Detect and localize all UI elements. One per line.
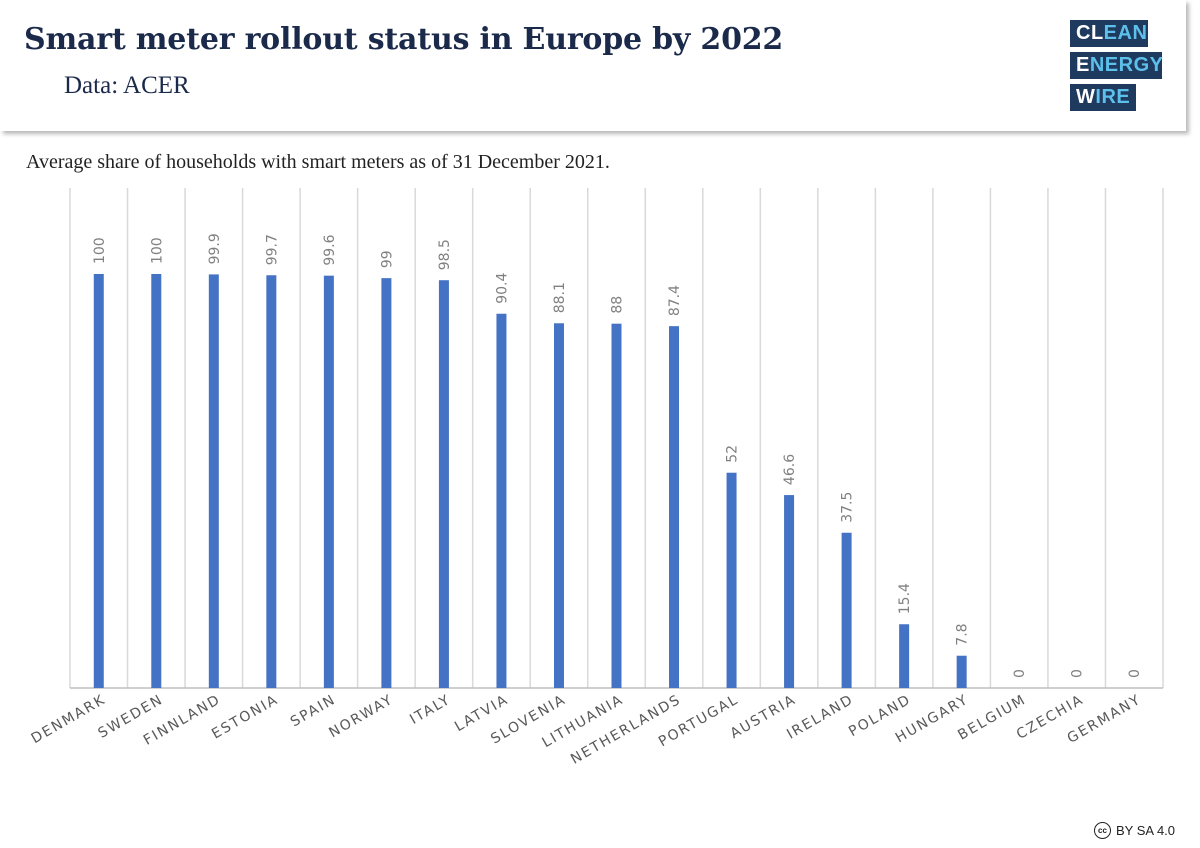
license: cc BY SA 4.0 [1094, 822, 1175, 839]
value-label-finnland: 99.9 [207, 233, 223, 264]
value-label-belgium: 0 [1012, 669, 1028, 678]
bar-spain [323, 275, 334, 688]
bars [93, 274, 967, 688]
value-labels: 100 100 99.9 99.7 99.6 99 98.5 90.4 88.1 88 87.4 52… [92, 233, 1143, 678]
bar-lithuania [611, 323, 622, 688]
data-source: Data: ACER [64, 72, 190, 99]
value-label-lithuania: 88 [610, 296, 626, 314]
category-label-italy: ITALY [407, 692, 454, 728]
logo-line-wire: WIRE [1070, 84, 1136, 111]
bar-slovenia [553, 323, 564, 688]
bar-estonia [266, 275, 277, 688]
logo-line-clean: CLEAN [1070, 20, 1148, 47]
license-text: BY SA 4.0 [1116, 823, 1176, 838]
bar-italy [438, 280, 449, 688]
value-label-poland: 15.4 [897, 583, 913, 614]
bar-latvia [496, 313, 507, 688]
bar-ireland [841, 532, 852, 688]
bar-norway [381, 278, 392, 688]
bar-portugal [726, 472, 737, 688]
bar-sweden [151, 274, 162, 688]
chart-subtitle: Average share of households with smart m… [26, 151, 610, 173]
value-label-portugal: 52 [725, 445, 741, 463]
value-label-netherlands: 87.4 [667, 285, 683, 316]
bar-poland [899, 624, 910, 688]
creative-commons-icon: cc [1094, 822, 1111, 839]
logo-line-energy: ENERGY [1070, 52, 1163, 79]
value-label-austria: 46.6 [782, 454, 798, 485]
value-label-sweden: 100 [149, 237, 165, 264]
category-label-norway: NORWAY [326, 692, 396, 742]
value-label-ireland: 37.5 [840, 492, 856, 523]
bar-austria [784, 495, 795, 688]
value-label-denmark: 100 [92, 237, 108, 264]
header-panel: Smart meter rollout status in Europe by … [0, 0, 1186, 131]
bar-denmark [93, 274, 104, 688]
value-label-hungary: 7.8 [955, 623, 971, 645]
value-label-estonia: 99.7 [264, 234, 280, 265]
value-label-norway: 99 [379, 250, 395, 268]
category-label-denmark: DENMARK [29, 692, 109, 747]
value-label-italy: 98.5 [437, 239, 453, 270]
value-label-germany: 0 [1127, 669, 1143, 678]
clean-energy-wire-logo[interactable]: CLEAN ENERGY WIRE [1070, 20, 1170, 112]
grid-lines [69, 188, 1164, 689]
bar-finnland [208, 274, 219, 688]
value-label-slovenia: 88.1 [552, 282, 568, 313]
bar-netherlands [669, 326, 680, 688]
chart-title: Smart meter rollout status in Europe by … [24, 22, 784, 57]
bar-hungary [956, 655, 967, 688]
value-label-latvia: 90.4 [494, 272, 510, 303]
value-label-czechia: 0 [1070, 669, 1086, 678]
value-label-spain: 99.6 [322, 234, 338, 265]
